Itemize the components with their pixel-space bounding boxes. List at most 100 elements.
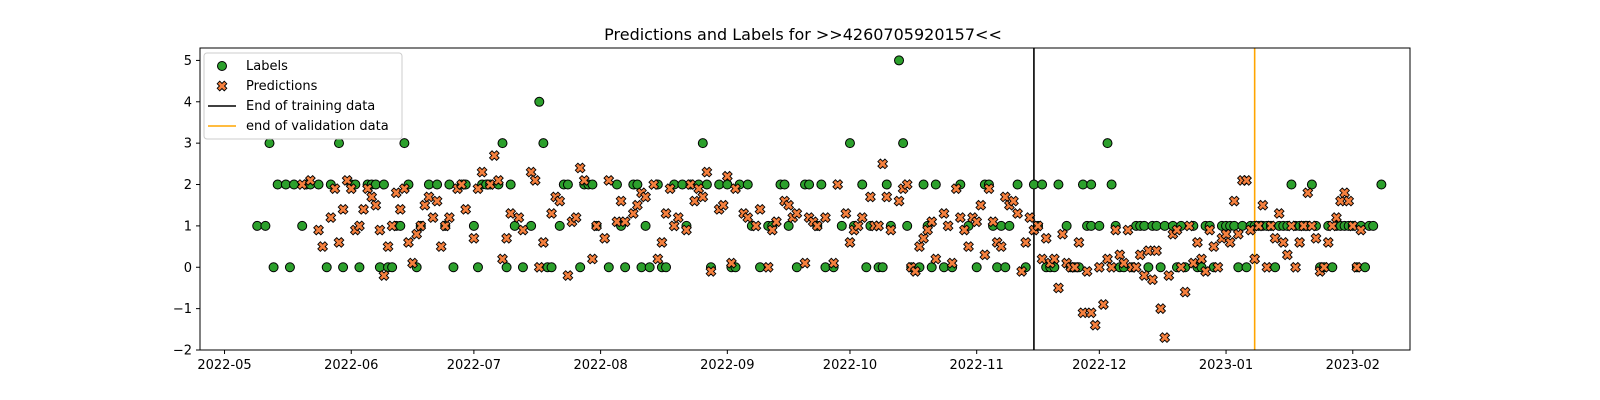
legend-x-glyph-shape	[216, 80, 228, 92]
prediction-point	[1053, 282, 1064, 294]
prediction-point	[950, 183, 962, 195]
prediction-point-shape	[578, 174, 590, 186]
prediction-point	[468, 232, 480, 244]
prediction-point-shape	[484, 179, 496, 190]
prediction-point	[362, 183, 374, 195]
label-point	[517, 262, 528, 273]
label-point	[1237, 220, 1248, 231]
prediction-point-shape	[1130, 261, 1142, 273]
prediction-point-shape	[705, 265, 717, 277]
prediction-point	[963, 241, 974, 253]
prediction-point	[799, 257, 811, 269]
label-point	[395, 220, 406, 231]
prediction-point	[631, 199, 643, 211]
prediction-point-shape	[611, 216, 623, 228]
prediction-point	[1310, 232, 1322, 244]
prediction-point-shape	[423, 191, 435, 203]
x-tick-label: 2023-02	[1326, 358, 1380, 373]
prediction-point-shape	[1163, 270, 1175, 281]
prediction-point	[1298, 220, 1310, 232]
prediction-point	[1069, 261, 1081, 273]
label-point	[378, 179, 389, 190]
prediction-point	[1151, 245, 1162, 257]
prediction-point-shape	[856, 212, 868, 224]
label-point	[1143, 262, 1154, 273]
x-tick-label: 2022-06	[324, 358, 378, 373]
prediction-point-shape	[1249, 253, 1261, 265]
prediction-point	[403, 236, 414, 248]
prediction-point	[693, 183, 705, 195]
label-point	[640, 220, 651, 231]
label-point	[996, 220, 1007, 231]
prediction-point	[664, 183, 676, 195]
prediction-point-shape	[476, 166, 488, 178]
label-point	[1233, 262, 1244, 273]
prediction-point	[546, 208, 557, 219]
label-point	[722, 179, 733, 190]
label-point	[844, 138, 855, 149]
prediction-point-shape	[742, 212, 754, 224]
label-point	[387, 262, 398, 273]
prediction-point	[574, 162, 586, 174]
prediction-point-shape	[983, 183, 995, 195]
prediction-point-shape	[725, 257, 737, 269]
label-point	[1360, 262, 1371, 273]
prediction-point	[995, 241, 1007, 253]
prediction-point-shape	[652, 253, 664, 265]
prediction-point-shape	[1053, 282, 1064, 294]
prediction-point-shape	[439, 220, 451, 232]
prediction-point-shape	[603, 174, 615, 186]
prediction-point	[337, 203, 349, 215]
legend-validation-text: end of validation data	[246, 119, 389, 134]
prediction-point-shape	[660, 208, 672, 219]
prediction-point	[1343, 195, 1355, 207]
legend-labels-marker	[217, 61, 227, 71]
prediction-point	[1130, 261, 1142, 273]
prediction-point	[1306, 220, 1318, 232]
prediction-point-shape	[317, 241, 329, 253]
x-axis-ticks: 2022-05 2022-06 2022-07 2022-08 2022-09 2022-…	[197, 350, 1380, 373]
label-point	[333, 138, 344, 149]
prediction-point	[660, 208, 672, 219]
prediction-point-shape	[1224, 236, 1236, 248]
prediction-point	[893, 195, 905, 207]
y-tick-label: −1	[173, 302, 192, 317]
prediction-point-shape	[398, 183, 410, 195]
prediction-point-shape	[337, 203, 349, 215]
prediction-point-shape	[1200, 265, 1212, 277]
prediction-point	[922, 224, 934, 236]
prediction-point-shape	[468, 232, 480, 244]
prediction-point-shape	[313, 224, 324, 236]
prediction-point	[1245, 224, 1257, 236]
prediction-point	[856, 212, 868, 224]
prediction-point	[909, 265, 921, 277]
predictions-series	[296, 150, 1367, 344]
prediction-point	[725, 257, 737, 269]
prediction-point-shape	[1032, 220, 1044, 232]
prediction-point-shape	[730, 183, 741, 195]
prediction-point	[390, 187, 402, 199]
prediction-point-shape	[460, 203, 472, 215]
prediction-point	[1106, 261, 1118, 273]
label-point	[1086, 179, 1097, 190]
prediction-point	[1089, 319, 1101, 331]
y-tick-label: 1	[184, 219, 192, 234]
prediction-point	[672, 212, 684, 224]
prediction-point-shape	[427, 212, 439, 224]
prediction-point	[1261, 261, 1273, 273]
prediction-point-shape	[1269, 232, 1281, 244]
prediction-point-shape	[407, 257, 419, 269]
prediction-point-shape	[353, 220, 365, 232]
prediction-point	[881, 191, 893, 203]
prediction-point	[783, 199, 795, 211]
prediction-point-shape	[325, 212, 337, 224]
prediction-point-shape	[640, 191, 652, 203]
prediction-point-shape	[1232, 228, 1244, 240]
label-point	[1241, 262, 1252, 273]
y-tick-label: 2	[184, 178, 192, 193]
prediction-point	[750, 220, 762, 232]
label-point	[321, 262, 332, 273]
prediction-point	[1326, 220, 1338, 232]
prediction-point-shape	[648, 179, 660, 190]
prediction-point	[1290, 261, 1301, 273]
